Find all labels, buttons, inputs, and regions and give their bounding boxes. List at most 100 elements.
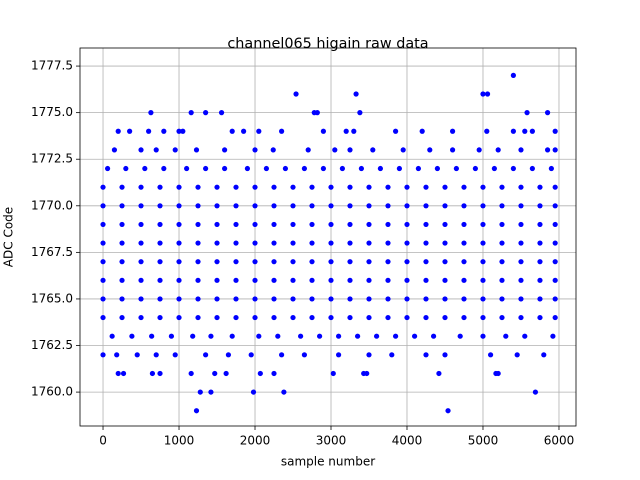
data-point <box>115 370 121 377</box>
data-point <box>119 240 125 246</box>
data-point <box>442 314 448 321</box>
x-tick-label: 5000 <box>468 434 499 448</box>
data-point <box>115 128 121 134</box>
data-point <box>176 314 182 321</box>
data-point <box>332 147 338 153</box>
y-tick-label: 1760.0 <box>31 385 73 399</box>
data-point <box>218 110 225 116</box>
data-point <box>330 370 336 377</box>
data-point <box>309 277 315 283</box>
data-point <box>157 277 163 283</box>
data-point <box>229 333 235 339</box>
data-point <box>138 184 144 190</box>
data-point <box>214 296 220 302</box>
data-point <box>157 314 163 321</box>
data-point <box>328 277 334 283</box>
data-point <box>480 184 486 190</box>
data-point <box>442 184 448 190</box>
data-point <box>487 352 494 358</box>
data-point <box>114 352 120 358</box>
data-point <box>233 221 239 228</box>
data-point <box>552 128 558 134</box>
data-point <box>552 296 558 302</box>
data-point <box>480 259 486 265</box>
data-point <box>423 184 429 190</box>
data-point <box>377 165 383 172</box>
data-point <box>404 240 410 246</box>
data-point <box>195 184 201 190</box>
data-point <box>518 314 524 321</box>
data-point <box>366 221 372 228</box>
data-point <box>385 240 391 246</box>
data-point <box>176 296 182 302</box>
data-point <box>290 203 296 209</box>
data-point <box>423 314 429 321</box>
data-point <box>197 389 203 395</box>
data-point <box>309 259 315 265</box>
data-point <box>351 128 357 134</box>
data-point <box>282 165 289 172</box>
data-point <box>385 184 391 190</box>
data-point <box>233 184 239 190</box>
data-point <box>119 296 125 302</box>
x-tick-label: 6000 <box>544 434 575 448</box>
data-point <box>385 296 391 302</box>
data-point <box>552 147 558 153</box>
data-point <box>271 314 277 321</box>
data-point <box>537 203 543 209</box>
data-point <box>419 128 425 134</box>
data-point <box>195 203 201 209</box>
data-point <box>366 240 372 246</box>
data-point <box>176 184 182 190</box>
data-point <box>461 259 467 265</box>
data-point <box>480 240 486 246</box>
data-point <box>392 128 399 134</box>
data-point <box>442 352 448 358</box>
data-point <box>195 277 201 283</box>
data-point <box>328 259 334 265</box>
data-point <box>461 296 467 302</box>
y-axis-label: ADC Code <box>2 207 16 267</box>
data-point <box>153 352 159 358</box>
data-point <box>518 184 524 190</box>
data-point <box>442 259 448 265</box>
data-point <box>449 147 456 153</box>
data-point <box>353 91 359 97</box>
data-point <box>309 240 315 246</box>
data-point <box>149 333 155 339</box>
data-point <box>537 240 543 246</box>
data-point <box>233 240 239 246</box>
data-point <box>499 203 505 209</box>
data-point <box>544 147 551 153</box>
data-point <box>385 314 391 321</box>
data-point <box>347 147 353 153</box>
data-point <box>157 370 163 377</box>
data-point <box>256 333 262 339</box>
data-point <box>271 259 277 265</box>
x-axis-label: sample number <box>281 455 375 469</box>
data-point <box>449 128 456 134</box>
data-point <box>484 91 491 97</box>
data-point <box>252 259 258 265</box>
data-point <box>293 91 299 97</box>
data-point <box>203 110 209 116</box>
data-point <box>427 147 433 153</box>
data-point <box>423 221 429 228</box>
data-point <box>301 165 308 172</box>
data-point <box>100 277 106 283</box>
data-point <box>400 147 406 153</box>
data-point <box>195 296 201 302</box>
data-point <box>195 314 201 321</box>
data-point <box>138 147 144 153</box>
data-point <box>518 203 524 209</box>
data-point <box>320 165 327 172</box>
data-point <box>328 296 334 302</box>
data-point <box>537 259 543 265</box>
data-point <box>290 314 296 321</box>
data-point <box>366 203 372 209</box>
data-point <box>161 165 167 172</box>
data-point <box>270 147 276 153</box>
data-point <box>233 296 239 302</box>
data-point <box>518 259 524 265</box>
data-point <box>373 333 380 339</box>
